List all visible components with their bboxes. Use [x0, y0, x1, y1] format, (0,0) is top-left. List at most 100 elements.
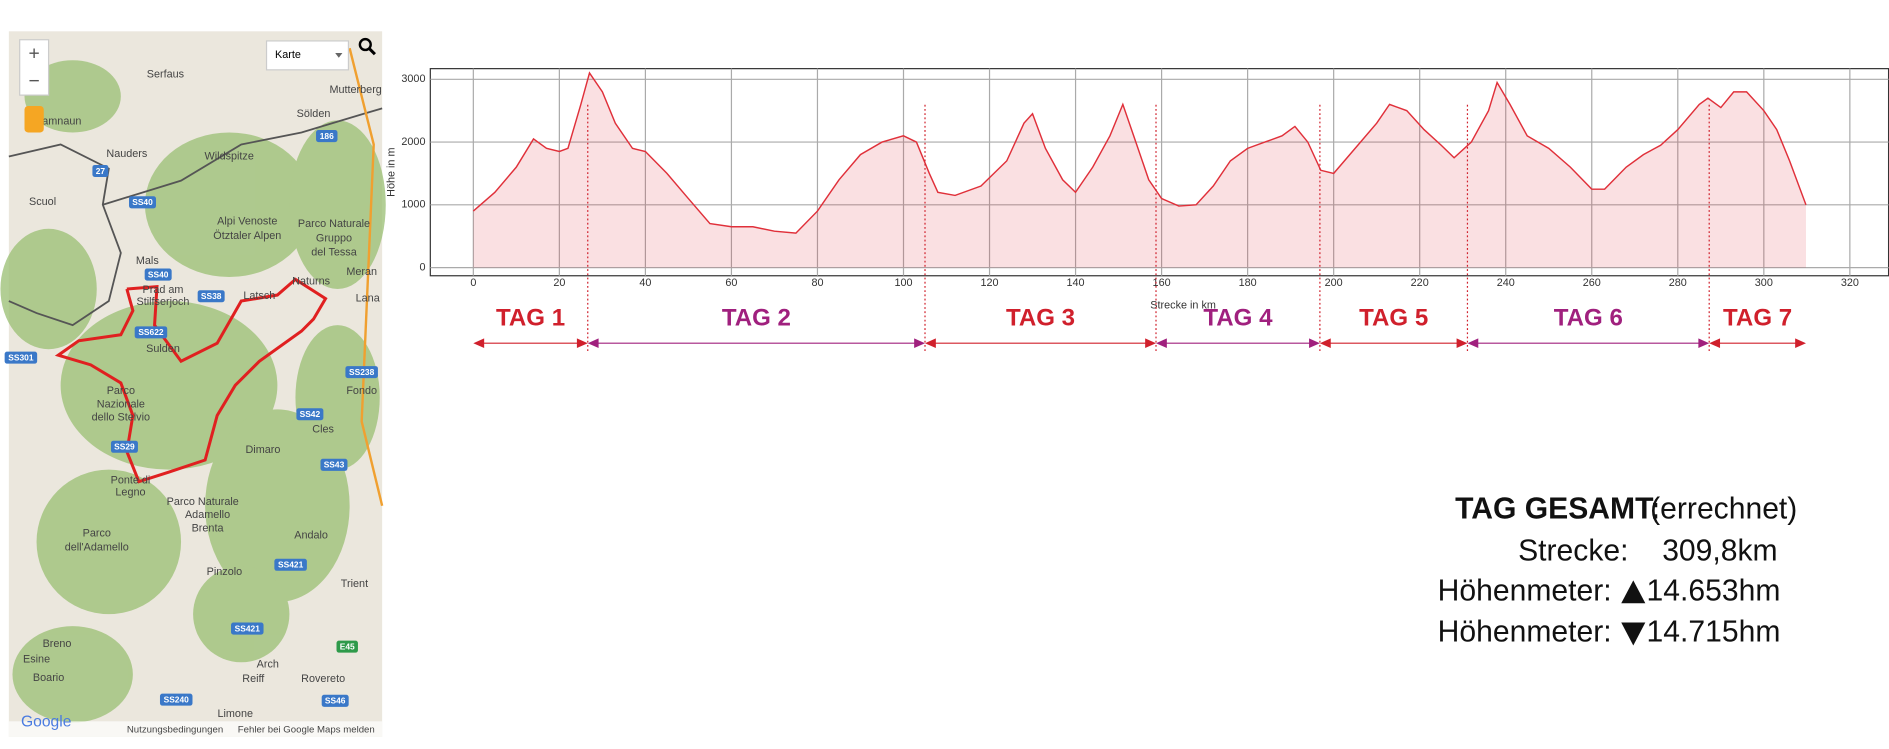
arrow-head	[925, 338, 936, 349]
y-tick-label: 2000	[401, 136, 425, 148]
arrow-head	[1156, 338, 1167, 349]
map-label: Boario	[33, 672, 64, 684]
map-label: Stilfserjoch	[137, 296, 190, 308]
summary-value: 14.715hm	[1647, 615, 1781, 648]
road-shield: SS421	[231, 622, 264, 635]
y-tick-label: 0	[419, 261, 425, 273]
summary-label: Strecke:	[1518, 535, 1628, 568]
elevation-area	[473, 72, 1806, 268]
day-label: TAG 1	[496, 304, 565, 331]
shield-bg	[231, 622, 264, 635]
shield-label: SS46	[325, 696, 346, 706]
shield-label: SS38	[201, 291, 222, 301]
elevation-line	[472, 71, 1807, 234]
map-label: Parco	[83, 527, 111, 539]
map-label: Parco Naturale	[167, 496, 239, 508]
road-shield: SS29	[110, 440, 138, 453]
map-label: Breno	[43, 638, 72, 650]
map-label: Lana	[356, 292, 381, 304]
shield-bg	[134, 326, 168, 339]
x-tick-label: 300	[1755, 277, 1773, 289]
summary-note: (errechnet)	[1650, 493, 1797, 526]
map-label: Limone	[217, 708, 253, 720]
elevation-chart: 0 20 40 60 80 100 120 140 160 180 200 220 240 260 280 3…	[386, 68, 1889, 353]
dropdown-arrow	[335, 52, 343, 58]
map-label: Reiff	[242, 673, 265, 685]
map-label: Naturns	[292, 276, 331, 288]
road-shield: 186	[316, 130, 338, 143]
map-label: Cles	[312, 424, 334, 436]
shield-label: SS622	[138, 327, 164, 337]
map-type[interactable]	[265, 40, 350, 71]
summary-value: 309,8km	[1662, 535, 1777, 568]
shield-bg	[110, 440, 138, 453]
x-tick-label: 160	[1153, 277, 1171, 289]
map-label: Trient	[341, 578, 368, 590]
shield-label: SS421	[235, 623, 261, 633]
shield-label: E45	[340, 641, 355, 651]
shield-bg	[320, 458, 348, 471]
google-logo: Google	[21, 714, 71, 731]
y-axis-title: Höhe in m	[386, 148, 398, 197]
fullscreen-icon[interactable]	[358, 37, 372, 52]
summary-label: Höhenmeter:	[1438, 574, 1612, 607]
shield-label: SS40	[132, 197, 153, 207]
shield-label: SS421	[278, 560, 304, 570]
x-tick-label: 40	[639, 277, 651, 289]
shield-label: SS42	[300, 409, 321, 419]
terrain	[0, 60, 386, 723]
x-tick-label: 240	[1497, 277, 1515, 289]
summary: TAG GESAMT: (errechnet) Strecke: 309,8km…	[1438, 493, 1798, 649]
map-label: Prad am	[143, 284, 184, 296]
report-link[interactable]: Fehler bei Google Maps melden	[238, 724, 375, 735]
x-tick-label: 80	[811, 277, 823, 289]
map-label: Rovereto	[301, 673, 345, 685]
map-label: Latsch	[243, 290, 275, 302]
road-shield: SS46	[321, 694, 349, 707]
shield-bg	[345, 366, 378, 379]
day-label: TAG 2	[722, 304, 791, 331]
zoom-in[interactable]: +	[29, 43, 40, 64]
road-shield: SS421	[274, 558, 307, 571]
x-tick-label: 20	[553, 277, 565, 289]
map-label: Esine	[23, 654, 50, 666]
shield-bg	[296, 408, 324, 421]
road-shield: E45	[336, 640, 358, 653]
zoom-out[interactable]: −	[29, 71, 40, 92]
summary-value: 14.653hm	[1647, 574, 1781, 607]
arrow-head	[1145, 338, 1157, 349]
pegman[interactable]	[24, 105, 44, 133]
plot-frame	[429, 68, 1889, 277]
map-label: Meran	[346, 266, 377, 278]
x-tick-label: 120	[980, 277, 998, 289]
map: Serfaus Sölden Mutterberg Samnaun Nauders Wil…	[0, 31, 386, 737]
map-label: dello Stelvio	[92, 412, 150, 424]
map-label: Adamello	[185, 509, 230, 521]
zoom-control[interactable]	[19, 39, 50, 96]
map-label: Pinzolo	[207, 566, 243, 578]
road-shield: 27	[92, 164, 109, 178]
y-tick-label: 3000	[401, 73, 425, 85]
map-label: Ponte di	[111, 474, 151, 486]
map-label: Andalo	[294, 530, 328, 542]
road-shield: SS43	[320, 458, 348, 471]
map-label: Samnaun	[35, 115, 81, 127]
road-shield: SS42	[296, 408, 324, 421]
shield-bg	[4, 351, 38, 364]
map-type-label[interactable]: Karte	[275, 49, 301, 61]
road-shield: SS622	[134, 326, 168, 339]
map-label: Fondo	[346, 385, 377, 397]
shield-bg	[92, 164, 109, 178]
arrow-head	[473, 338, 485, 349]
x-tick-label: 0	[470, 277, 476, 289]
terms-link[interactable]: Nutzungsbedingungen	[127, 724, 223, 735]
arrow-head	[1709, 338, 1721, 349]
arrow-head	[1467, 338, 1479, 349]
arrow-head	[587, 338, 599, 349]
map-label: Alpi Venoste	[217, 215, 277, 227]
map-label: Mutterberg	[329, 84, 381, 96]
map-label: Parco	[107, 385, 135, 397]
day-label: TAG 3	[1006, 304, 1075, 331]
